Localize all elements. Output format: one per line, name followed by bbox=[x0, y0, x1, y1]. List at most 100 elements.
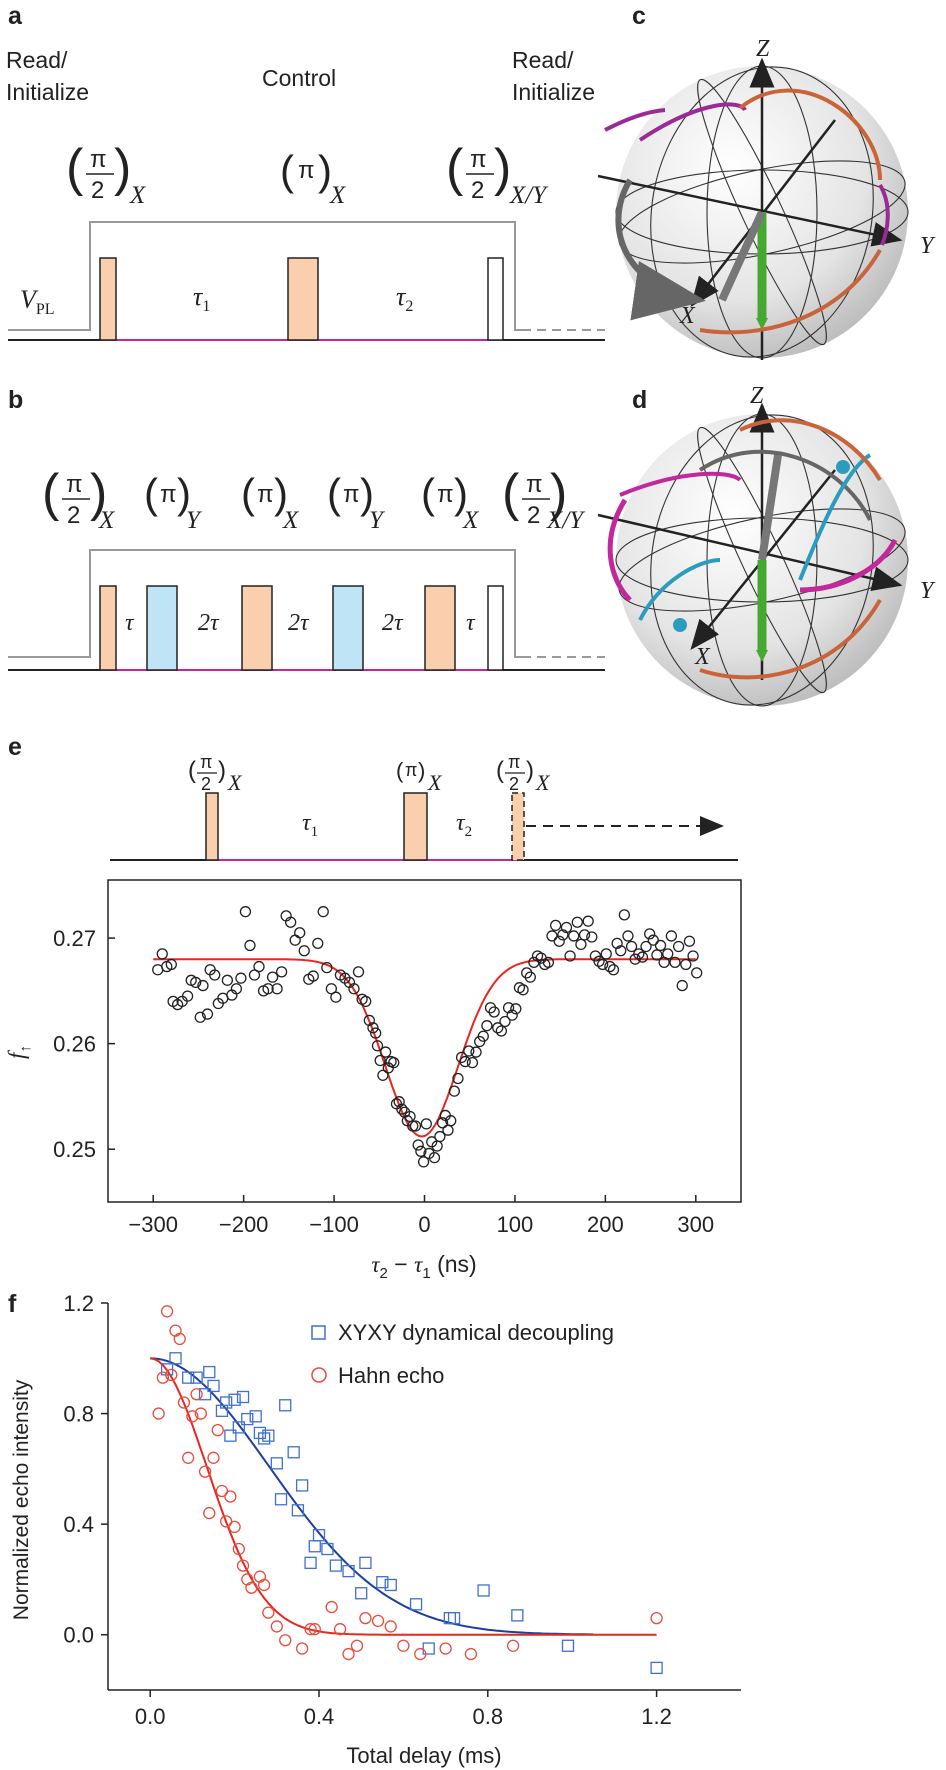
pulse-label-a3: ( π 2 ) X/Y bbox=[446, 139, 549, 209]
gray-arc-d bbox=[698, 449, 872, 521]
chart-e-point bbox=[654, 939, 667, 952]
gray-vector-d bbox=[758, 454, 782, 561]
vpl-trace bbox=[8, 221, 522, 331]
chart-e-point bbox=[388, 1056, 400, 1069]
chart-e-point bbox=[481, 1020, 493, 1032]
svg-text:2: 2 bbox=[527, 502, 540, 529]
chart-f-point-xyxy bbox=[295, 1479, 309, 1492]
chart-f-point-hahn bbox=[359, 1611, 372, 1625]
chart-e-point bbox=[492, 1022, 504, 1034]
svg-text:π: π bbox=[298, 157, 315, 184]
chart-f-point-hahn bbox=[245, 1581, 258, 1594]
chart-f-point-xyxy bbox=[207, 1379, 220, 1393]
chart-f-point-hahn bbox=[262, 1606, 275, 1619]
chart-f-point-xyxy bbox=[422, 1642, 435, 1655]
chart-f-point-hahn bbox=[270, 1620, 283, 1633]
chart-e-xtick-label: 0 bbox=[418, 1212, 430, 1237]
chart-f-point-xyxy bbox=[477, 1584, 490, 1597]
read-left-line1: Read/ bbox=[6, 47, 68, 73]
svg-text:Y: Y bbox=[186, 507, 203, 534]
svg-text:π: π bbox=[437, 481, 454, 508]
y-axis-d bbox=[597, 513, 903, 591]
chart-e-point bbox=[436, 1117, 449, 1129]
orange-arc-d-bottom bbox=[699, 599, 882, 680]
magenta-arc-d-left bbox=[607, 498, 632, 602]
svg-text:(: ( bbox=[280, 147, 294, 194]
chart-f-point-xyxy bbox=[312, 1529, 326, 1542]
chart-e-point bbox=[662, 948, 674, 960]
chart-e-point bbox=[266, 971, 279, 983]
chart-f-point-hahn bbox=[224, 1490, 237, 1503]
chart-e-point bbox=[285, 916, 297, 928]
orange-arc-c-bottom bbox=[699, 249, 882, 335]
chart-f-point-hahn bbox=[350, 1639, 364, 1652]
chart-e-point bbox=[687, 950, 699, 962]
svg-text:π: π bbox=[508, 752, 520, 772]
gap-b-2: 2τ bbox=[198, 610, 220, 636]
chart-f-point-hahn bbox=[464, 1647, 478, 1661]
chart-e-point bbox=[379, 1046, 392, 1058]
purple-arc-c-left bbox=[604, 108, 666, 132]
chart-f-ytick-label: 0.4 bbox=[63, 1512, 94, 1537]
chart-f-point-hahn bbox=[182, 1451, 195, 1464]
chart-e-point bbox=[600, 948, 612, 960]
pulse-label-b1: ( π 2 ) X bbox=[42, 464, 116, 534]
svg-text:): ) bbox=[418, 758, 425, 783]
tau2-label-e: τ2 bbox=[456, 810, 472, 840]
chart-e-point bbox=[298, 945, 310, 957]
chart-f-point-xyxy bbox=[279, 1399, 292, 1412]
chart-f-point-xyxy bbox=[409, 1598, 423, 1611]
pulse-label-b2: ( π ) Y bbox=[144, 470, 203, 534]
chart-e-point bbox=[495, 1025, 508, 1037]
chart-e-point bbox=[374, 1054, 386, 1067]
chart-e-point bbox=[571, 916, 583, 928]
chart-e-point bbox=[201, 1008, 214, 1020]
teal-marker-d bbox=[836, 460, 850, 474]
svg-text:X: X bbox=[227, 770, 243, 795]
svg-text:π: π bbox=[160, 481, 177, 508]
x-label-d: X bbox=[694, 644, 711, 670]
chart-e-point bbox=[604, 960, 616, 973]
chart-e-point bbox=[325, 983, 338, 995]
x-label-c: X bbox=[679, 303, 696, 329]
chart-e-point bbox=[417, 1156, 430, 1168]
gray-arc-c bbox=[615, 178, 706, 321]
teal-arc-d-left bbox=[638, 558, 721, 621]
vpl-label: VPL bbox=[20, 285, 55, 318]
teal-marker-d-2 bbox=[673, 618, 687, 632]
chart-e-point bbox=[230, 983, 243, 995]
chart-e-fit-curve bbox=[153, 958, 696, 1138]
chart-e-point bbox=[253, 960, 265, 973]
svg-text:π: π bbox=[526, 471, 543, 498]
svg-text:π: π bbox=[343, 481, 360, 508]
chart-e-point bbox=[248, 969, 261, 981]
pulse-label-b3: ( π ) X bbox=[241, 470, 300, 534]
chart-f-point-xyxy bbox=[270, 1457, 283, 1470]
chart-f-point-xyxy bbox=[249, 1410, 262, 1423]
svg-text:X/Y: X/Y bbox=[509, 182, 549, 209]
chart-e-xtick-label: −200 bbox=[219, 1212, 269, 1237]
chart-f-ylabel: Normalized echo intensity bbox=[10, 1379, 33, 1620]
chart-f-point-xyxy bbox=[359, 1556, 372, 1569]
chart-f-point-xyxy bbox=[447, 1611, 461, 1625]
chart-e-point bbox=[578, 929, 591, 941]
pulse-e-pi-half-x-1 bbox=[205, 792, 219, 861]
chart-e-point bbox=[452, 1072, 464, 1085]
pulse-b-pi-y-1 bbox=[146, 585, 178, 671]
chart-f-point-xyxy bbox=[262, 1429, 275, 1442]
z-label-d: Z bbox=[750, 383, 764, 409]
read-left-line2: Initialize bbox=[6, 79, 89, 105]
orange-arc-d-top bbox=[739, 418, 882, 482]
svg-text:π: π bbox=[90, 146, 107, 173]
chart-f-point-hahn bbox=[333, 1623, 347, 1636]
tau2-label-a: τ2 bbox=[396, 282, 413, 315]
teal-arc-d-right bbox=[798, 453, 872, 581]
svg-text:X: X bbox=[282, 507, 300, 534]
svg-text:(: ( bbox=[188, 757, 196, 784]
chart-f-point-hahn bbox=[215, 1484, 229, 1498]
chart-e-point bbox=[367, 1022, 379, 1034]
chart-e-point bbox=[553, 935, 565, 947]
chart-f-point-xyxy bbox=[169, 1352, 182, 1365]
svg-text:(: ( bbox=[144, 470, 158, 517]
pulse-pi-half-x bbox=[99, 257, 117, 341]
